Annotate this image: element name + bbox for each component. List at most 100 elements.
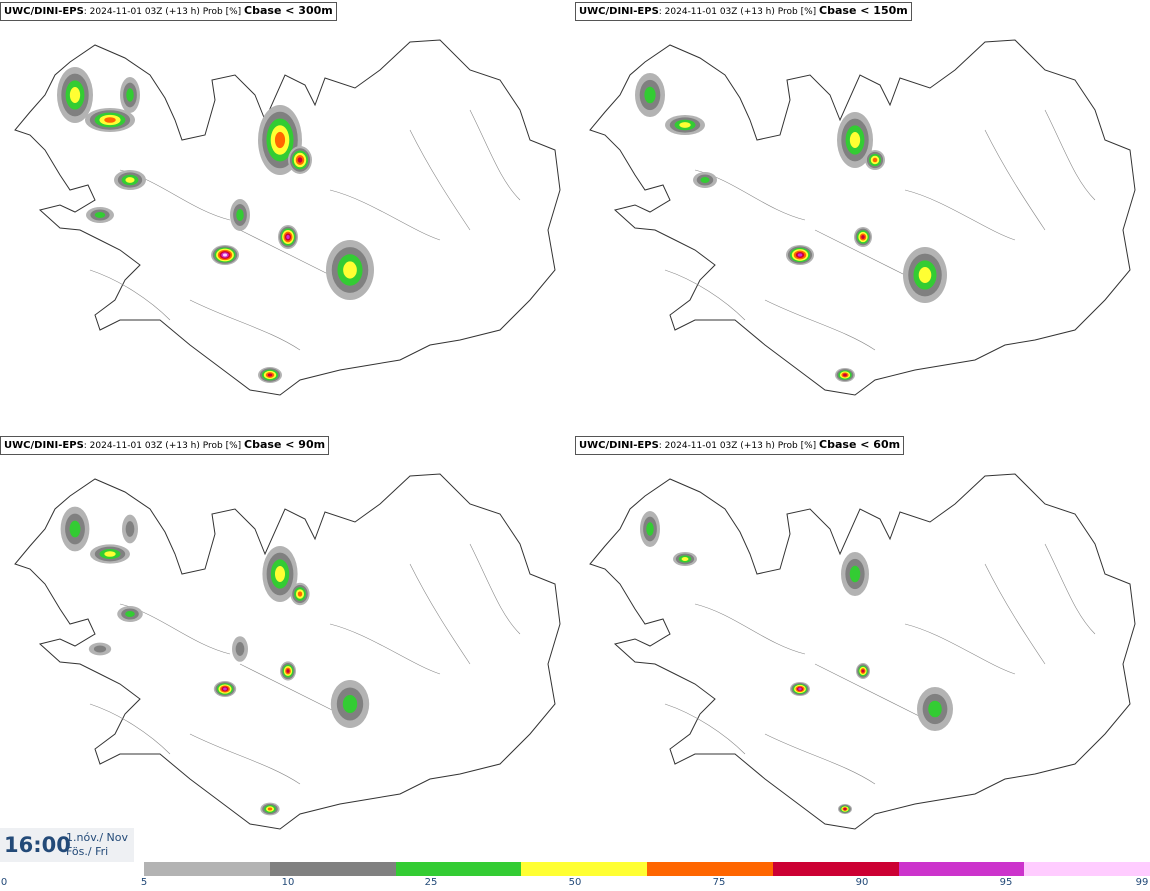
- region-boundary: [664, 269, 746, 321]
- region-boundary: [89, 269, 171, 321]
- panel-title: UWC/DINI-EPS: 2024-11-01 03Z (+13 h) Pro…: [575, 2, 912, 21]
- probability-contour: [843, 807, 847, 811]
- region-boundary: [189, 733, 301, 785]
- probability-contour: [267, 373, 273, 377]
- legend-label: 10: [281, 877, 295, 888]
- legend-label: 95: [999, 877, 1013, 888]
- legend-swatch-10-25: [269, 862, 396, 876]
- coastline: [14, 473, 561, 830]
- probability-contour: [125, 611, 135, 617]
- valid-time: 16:00: [4, 833, 71, 857]
- region-boundary: [89, 703, 171, 755]
- probability-contour: [235, 642, 245, 656]
- probability-contour: [343, 261, 357, 279]
- legend-swatch-75-90: [647, 862, 773, 876]
- map-panel-300m: UWC/DINI-EPS: 2024-11-01 03Z (+13 h) Pro…: [0, 0, 575, 435]
- region-boundary: [329, 189, 441, 241]
- probability-contour: [286, 235, 290, 239]
- probability-contour: [104, 117, 116, 123]
- probability-contour: [797, 253, 803, 257]
- probability-contour: [646, 522, 654, 536]
- legend-label: 0: [0, 877, 8, 888]
- probability-contour: [297, 157, 303, 163]
- region-boundary: [469, 109, 521, 201]
- probability-contour: [861, 235, 865, 239]
- region-boundary: [984, 563, 1046, 665]
- legend-label: 50: [568, 877, 582, 888]
- probability-contour: [843, 373, 847, 377]
- legend-swatch-25-50: [395, 862, 522, 876]
- valid-time-box: 16:00 1.nóv./ Nov Fös./ Fri: [0, 828, 134, 862]
- region-boundary: [329, 623, 441, 675]
- probability-contour: [223, 687, 227, 691]
- legend-colorbar: [144, 862, 1150, 876]
- probability-contour: [872, 157, 878, 163]
- map-panel-150m: UWC/DINI-EPS: 2024-11-01 03Z (+13 h) Pro…: [575, 0, 1150, 435]
- region-boundary: [189, 299, 301, 351]
- iceland-outline-group: [589, 39, 1136, 396]
- probability-contour: [861, 669, 865, 673]
- probability-contour: [644, 86, 656, 104]
- legend-swatch-99: [1024, 862, 1150, 876]
- legend-label: 90: [855, 877, 869, 888]
- probability-contour: [125, 177, 135, 183]
- iceland-probability-map: [14, 39, 561, 396]
- probability-contour: [849, 132, 861, 148]
- legend-swatch-50-75: [521, 862, 647, 876]
- legend-label: 75: [712, 877, 726, 888]
- region-boundary: [904, 189, 1016, 241]
- iceland-probability-map: [589, 39, 1136, 396]
- probability-contour: [69, 520, 81, 538]
- legend-swatch-90-95: [772, 862, 899, 876]
- probability-contour: [69, 87, 81, 103]
- region-boundary: [469, 543, 521, 635]
- iceland-probability-map: [589, 473, 1136, 830]
- region-boundary: [984, 129, 1046, 231]
- coastline: [589, 473, 1136, 830]
- probability-contour: [342, 695, 358, 713]
- legend-label: 99: [1135, 877, 1149, 888]
- map-panel-90m: UWC/DINI-EPS: 2024-11-01 03Z (+13 h) Pro…: [0, 434, 575, 869]
- probability-contour: [798, 687, 802, 691]
- iceland-outline-group: [589, 473, 1136, 830]
- region-boundary: [409, 129, 471, 231]
- map-panel-60m: UWC/DINI-EPS: 2024-11-01 03Z (+13 h) Pro…: [575, 434, 1150, 869]
- probability-contour: [928, 700, 942, 718]
- coastline: [589, 39, 1136, 396]
- iceland-outline-group: [14, 39, 561, 396]
- probability-contour: [125, 521, 135, 537]
- probability-contour: [274, 566, 286, 582]
- probability-contour: [267, 807, 273, 811]
- legend-swatch-5-10: [144, 862, 270, 876]
- probability-contour: [222, 253, 228, 257]
- region-boundary: [664, 703, 746, 755]
- iceland-probability-map: [14, 473, 561, 830]
- probability-contour: [94, 212, 106, 218]
- region-boundary: [764, 299, 876, 351]
- region-boundary: [409, 563, 471, 665]
- region-boundary: [1044, 109, 1096, 201]
- panel-title: UWC/DINI-EPS: 2024-11-01 03Z (+13 h) Pro…: [575, 436, 905, 455]
- probability-contour: [918, 267, 932, 283]
- probability-contour: [286, 669, 290, 673]
- region-boundary: [1044, 543, 1096, 635]
- probability-contour: [849, 565, 861, 583]
- region-boundary: [904, 623, 1016, 675]
- probability-contour: [236, 209, 244, 221]
- valid-date: 1.nóv./ Nov Fös./ Fri: [66, 831, 129, 858]
- iceland-outline-group: [14, 473, 561, 830]
- region-boundary: [764, 733, 876, 785]
- legend-swatch-95-99: [898, 862, 1025, 876]
- probability-contour: [297, 591, 303, 597]
- panel-title: UWC/DINI-EPS: 2024-11-01 03Z (+13 h) Pro…: [0, 2, 337, 21]
- probability-contour: [104, 551, 116, 557]
- probability-contour: [679, 122, 691, 128]
- probability-contour: [700, 177, 710, 183]
- probability-contour: [126, 88, 134, 102]
- legend-labels: 0 5 10 25 50 75 90 95 99: [0, 876, 1150, 891]
- probability-contour: [681, 557, 689, 561]
- legend-label: 25: [424, 877, 438, 888]
- legend-label: 5: [140, 877, 148, 888]
- panel-title: UWC/DINI-EPS: 2024-11-01 03Z (+13 h) Pro…: [0, 436, 330, 455]
- coastline: [14, 39, 561, 396]
